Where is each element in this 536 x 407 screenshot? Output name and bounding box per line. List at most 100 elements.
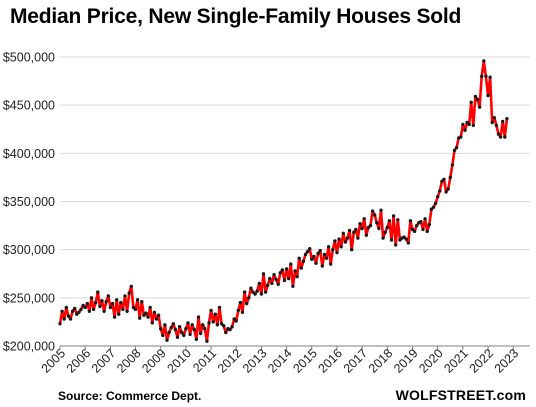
data-point bbox=[79, 307, 83, 312]
data-point bbox=[211, 320, 215, 324]
x-axis-ticks: 2005200620072008200920102011201220132014… bbox=[39, 346, 522, 376]
data-point bbox=[475, 97, 480, 102]
data-point bbox=[335, 250, 339, 255]
data-point bbox=[112, 315, 117, 319]
x-tick-label: 2023 bbox=[492, 346, 522, 376]
y-tick-label: $250,000 bbox=[3, 291, 55, 305]
data-point bbox=[148, 305, 152, 310]
data-point bbox=[198, 331, 203, 336]
data-point bbox=[389, 238, 394, 242]
data-point bbox=[360, 226, 364, 231]
data-point bbox=[391, 214, 396, 218]
data-point bbox=[255, 289, 259, 293]
data-point bbox=[73, 306, 77, 311]
data-point bbox=[339, 245, 343, 249]
data-point bbox=[320, 264, 324, 268]
data-point bbox=[498, 135, 503, 139]
data-point bbox=[469, 100, 473, 105]
data-point bbox=[182, 333, 186, 338]
data-point bbox=[375, 221, 379, 225]
data-point bbox=[96, 290, 100, 294]
data-point bbox=[261, 272, 266, 276]
data-point bbox=[492, 116, 496, 120]
data-point bbox=[234, 319, 238, 323]
data-point bbox=[259, 292, 264, 296]
data-point bbox=[310, 257, 314, 261]
data-point bbox=[305, 249, 310, 254]
data-point bbox=[180, 330, 184, 335]
x-tick-label: 2009 bbox=[139, 346, 169, 376]
data-point bbox=[222, 324, 226, 328]
data-point bbox=[272, 273, 276, 277]
x-tick-label: 2021 bbox=[441, 346, 471, 376]
data-point bbox=[425, 229, 429, 234]
data-point bbox=[406, 241, 410, 245]
y-axis-ticks: $200,000 $250,000 $300,000 $350,000 $400,000… bbox=[3, 51, 55, 354]
data-point bbox=[379, 208, 383, 212]
data-point bbox=[173, 327, 178, 332]
data-point bbox=[98, 304, 102, 309]
data-point bbox=[387, 219, 392, 223]
data-point bbox=[412, 229, 417, 234]
data-point bbox=[169, 326, 173, 330]
data-point bbox=[274, 277, 278, 282]
data-point bbox=[194, 337, 199, 341]
data-point bbox=[263, 290, 268, 294]
data-point bbox=[64, 305, 69, 310]
data-point bbox=[209, 308, 213, 313]
data-point bbox=[66, 314, 71, 318]
data-point bbox=[415, 223, 419, 228]
data-point bbox=[135, 298, 140, 302]
data-point bbox=[207, 321, 211, 325]
x-tick-label: 2017 bbox=[341, 346, 371, 376]
data-point bbox=[370, 209, 375, 213]
data-point bbox=[295, 274, 299, 279]
data-point bbox=[358, 222, 362, 226]
data-point bbox=[121, 307, 125, 312]
data-point bbox=[337, 237, 341, 241]
data-point bbox=[501, 119, 505, 124]
data-point bbox=[102, 309, 106, 313]
data-point bbox=[238, 300, 243, 305]
data-point bbox=[186, 321, 190, 325]
data-point bbox=[303, 252, 308, 257]
data-point bbox=[377, 226, 381, 231]
data-point bbox=[249, 286, 253, 290]
data-point bbox=[486, 93, 490, 98]
data-point bbox=[257, 281, 261, 286]
source-note: Source: Commerce Dept. bbox=[58, 389, 202, 403]
data-point bbox=[362, 217, 366, 221]
data-point bbox=[68, 317, 73, 321]
data-point bbox=[89, 296, 94, 300]
data-point bbox=[433, 201, 438, 206]
data-point bbox=[144, 311, 148, 315]
data-point bbox=[106, 294, 111, 298]
x-tick-label: 2016 bbox=[316, 346, 346, 376]
data-point bbox=[289, 262, 293, 266]
data-point bbox=[127, 291, 131, 295]
chart-title: Median Price, New Single-Family Houses S… bbox=[10, 5, 462, 28]
y-tick-label: $450,000 bbox=[3, 99, 55, 113]
data-point bbox=[494, 123, 499, 128]
data-point bbox=[419, 220, 423, 224]
data-point bbox=[282, 278, 287, 283]
data-point bbox=[308, 247, 312, 251]
data-point bbox=[427, 222, 431, 227]
data-point bbox=[119, 300, 123, 305]
x-tick-label: 2010 bbox=[164, 346, 194, 376]
data-point bbox=[100, 299, 104, 303]
data-point bbox=[245, 301, 249, 306]
gridlines bbox=[60, 56, 530, 299]
data-point bbox=[322, 252, 327, 257]
data-point bbox=[270, 281, 274, 286]
x-tick-label: 2011 bbox=[190, 346, 219, 375]
data-point bbox=[91, 307, 96, 312]
y-tick-label: $300,000 bbox=[3, 243, 55, 257]
data-point bbox=[301, 259, 306, 263]
data-point bbox=[316, 251, 320, 256]
data-point bbox=[345, 236, 350, 240]
data-point bbox=[356, 236, 360, 240]
data-point bbox=[488, 75, 492, 79]
data-point bbox=[196, 315, 201, 319]
